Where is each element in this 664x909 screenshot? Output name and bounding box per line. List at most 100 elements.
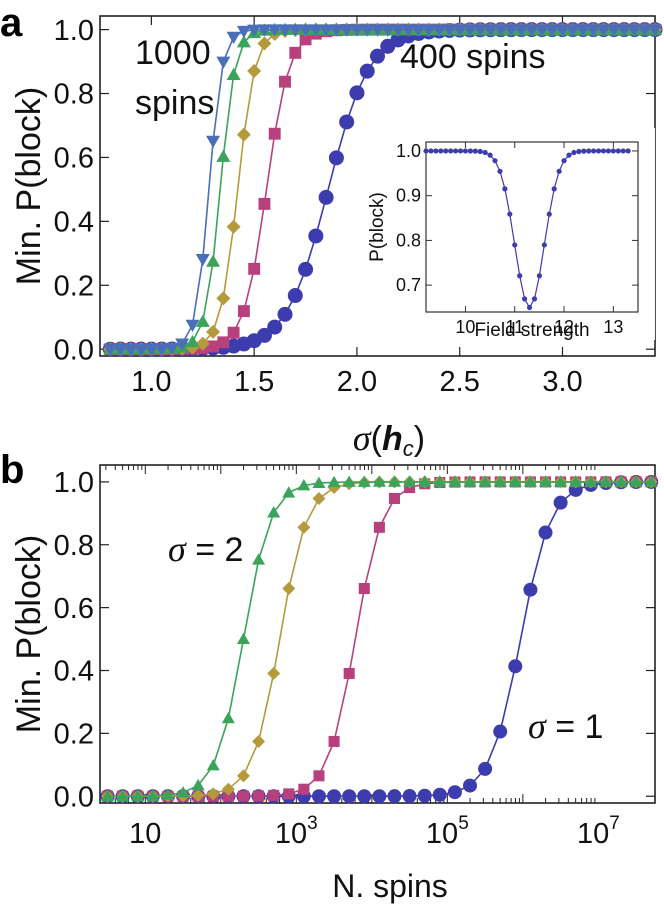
panel-b-data-point — [191, 778, 205, 791]
inset-data-point — [452, 148, 459, 154]
panel-b-data-point — [206, 759, 220, 771]
panel-b-data-point — [387, 789, 402, 804]
panel-b-series — [101, 475, 658, 802]
panel-b-data-point — [237, 790, 249, 802]
panel-b-data-point — [253, 790, 265, 802]
inset-data-point — [556, 168, 562, 174]
panel-b-data-point — [116, 789, 130, 802]
inset-frame — [425, 141, 639, 313]
panel-b-data-point — [343, 667, 355, 679]
panel-b-data-point — [599, 475, 613, 487]
inset-x-tick-label: 13 — [603, 317, 623, 337]
panel-a-data-point — [247, 64, 262, 79]
inset-data-point — [472, 148, 478, 154]
panel-a-data-point — [216, 291, 231, 306]
inset-data-point — [595, 148, 602, 154]
inset-ylabel: P(block) — [367, 192, 388, 262]
panel-a-data-point — [328, 150, 344, 166]
panel-a-data-point — [370, 48, 385, 64]
panel-a-data-point — [586, 24, 601, 37]
panel-a-data-point — [103, 343, 118, 357]
panel-a-data-point — [236, 127, 251, 142]
inset-data-point — [443, 148, 449, 154]
inset-y-tick-label: 1.0 — [396, 141, 421, 161]
panel-b-data-point — [388, 492, 401, 504]
inset-data-point — [600, 148, 607, 154]
panel-a-data-point — [175, 338, 190, 351]
inset-data-point — [591, 148, 597, 154]
panel-a-data-point — [380, 24, 395, 37]
inset-data-point — [462, 148, 469, 154]
inset-data-point — [522, 296, 528, 302]
annotation-sigma-1: σ = 1 — [528, 706, 603, 746]
panel-b-data-point — [614, 475, 628, 487]
panel-a-data-point — [360, 24, 375, 37]
inset-data-point — [428, 148, 434, 154]
inset-data-point — [586, 148, 592, 154]
inset-data-point — [448, 148, 454, 154]
panel-a-data-point — [206, 324, 221, 339]
panel-b-data-point — [538, 525, 553, 540]
panel-a-data-point — [555, 24, 570, 37]
panel-b-data-point — [403, 475, 417, 487]
panel-a-data-point — [349, 85, 365, 101]
inset-y-tick-label: 0.8 — [396, 230, 421, 250]
panel-a-data-point — [123, 343, 138, 357]
panel-b-data-point — [629, 475, 643, 487]
panel-b-data-point — [313, 770, 325, 782]
panel-a-data-point — [247, 24, 262, 37]
panel-a-data-point — [463, 24, 477, 37]
panel-a-data-point — [268, 127, 281, 140]
panel-a-data-point — [288, 24, 303, 37]
panel-a-data-point — [185, 334, 200, 348]
inset-data-point — [531, 296, 538, 302]
inset-x-tick-label: 10 — [455, 317, 475, 337]
inset-data-point — [571, 149, 577, 156]
inset-data-point — [615, 148, 621, 154]
panel-a-data-point — [627, 24, 642, 37]
panel-a-data-point — [226, 219, 241, 234]
panel-a-data-point — [318, 189, 334, 205]
panel-a-data-point — [267, 319, 283, 335]
panel-b-data-point — [267, 506, 281, 518]
panel-a-data-point — [298, 24, 313, 37]
panel-b-data-point — [463, 778, 477, 793]
panel-b-data-point — [222, 790, 234, 802]
panel-b-data-point — [539, 475, 553, 487]
panel-a-data-point — [298, 261, 314, 277]
panel-b-data-point — [328, 735, 340, 747]
panel-a-data-point — [359, 63, 375, 79]
panel-b-label: b — [0, 448, 24, 492]
panel-b-data-point — [252, 553, 266, 565]
panel-a-x-tick-label: 2.0 — [337, 366, 377, 398]
panel-a-data-point — [256, 327, 272, 343]
inset-chart: 0.7 0.8 0.9 1.0 10 11 12 13 P(block) Field str… — [365, 128, 655, 341]
panel-b-data-point — [478, 761, 493, 776]
panel-b-data-point — [161, 788, 175, 800]
inset-data-point — [467, 148, 473, 154]
panel-b-data-point — [357, 789, 372, 804]
panel-a-data-point — [258, 197, 271, 210]
panel-a-data-point — [504, 24, 519, 37]
panel-a-data-point — [524, 24, 539, 37]
panel-b-data-point — [268, 789, 280, 801]
panel-b-data-point — [493, 724, 508, 739]
panel-b-data-point — [267, 666, 281, 680]
panel-a-data-point — [206, 254, 221, 267]
inset-data-point — [551, 186, 557, 192]
inset-data-point — [512, 242, 518, 248]
panel-b-data-point — [447, 785, 462, 800]
panel-a-data-point — [452, 24, 467, 37]
panel-a-data-point — [144, 343, 159, 357]
panel-b-data-point — [372, 475, 386, 487]
panel-b-xlabel: N. spins — [332, 868, 448, 904]
panel-b-data-point — [508, 659, 523, 674]
panel-a-data-point — [195, 254, 210, 267]
panel-b-data-point — [493, 475, 507, 487]
panel-b-data-point — [236, 769, 250, 783]
panel-b-data-point — [448, 475, 462, 487]
inset-data-point — [423, 148, 429, 154]
panel-b-data-point — [282, 582, 296, 596]
panel-b-data-point — [553, 495, 568, 510]
panel-b-ylabel: Min. P(block) — [10, 535, 48, 733]
